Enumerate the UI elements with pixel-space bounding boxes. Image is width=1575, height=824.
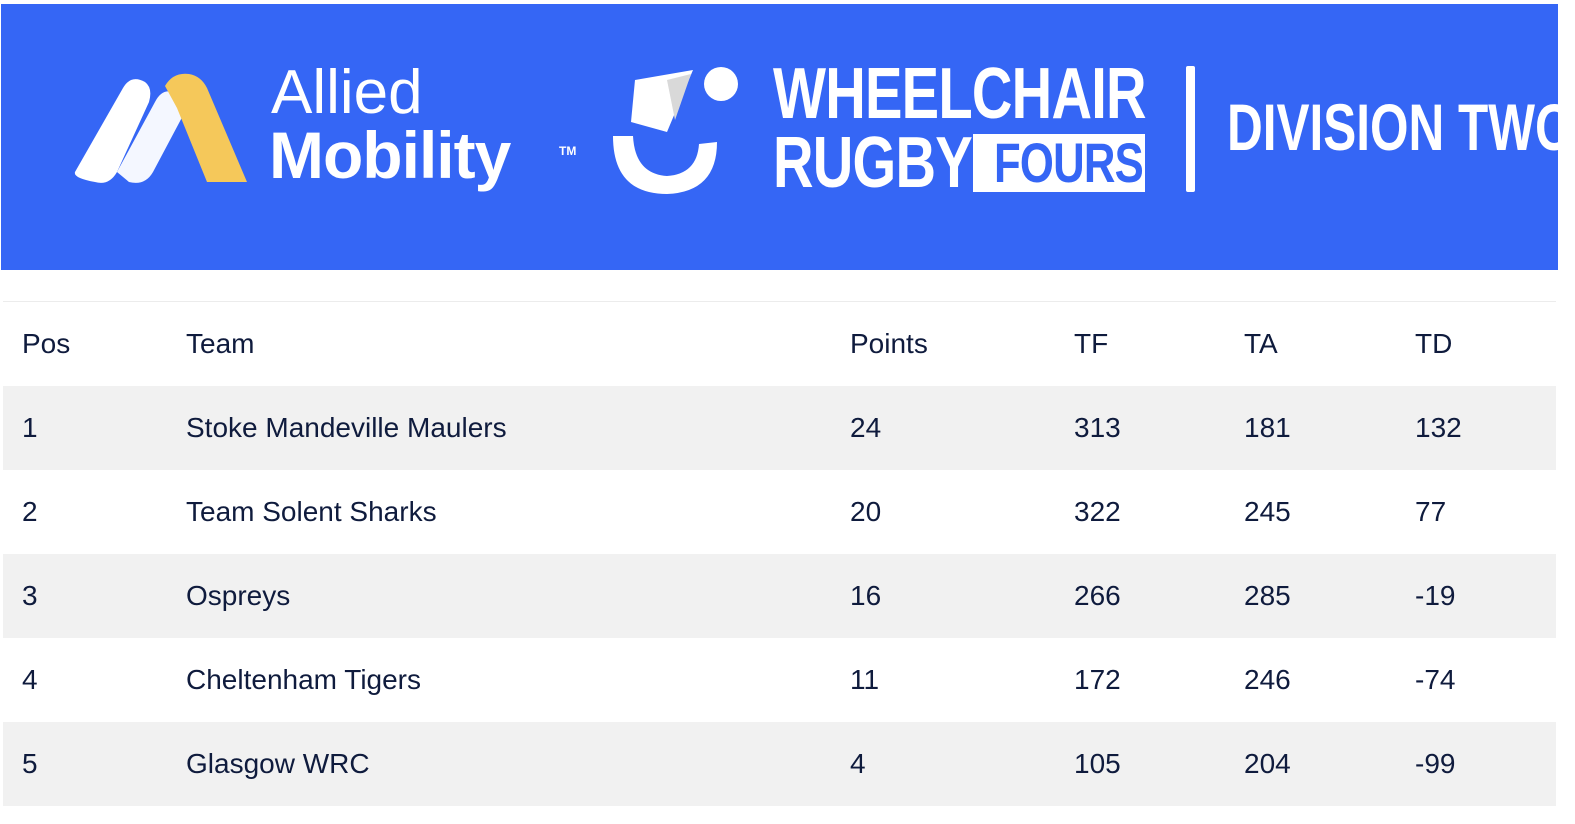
- cell-td: -19: [1415, 580, 1456, 611]
- table-header-row: Pos Team Points TF TA TD: [3, 302, 1556, 386]
- brand-fours-label: FOURS: [994, 134, 1144, 192]
- table-row: 1 Stoke Mandeville Maulers 24 313 181 13…: [3, 386, 1556, 470]
- cell-points: 4: [850, 748, 866, 779]
- cell-td: -99: [1415, 748, 1456, 779]
- standings-table-container: Pos Team Points TF TA TD 1 Stoke Mandevi…: [3, 301, 1556, 806]
- wheelchair-rugby-logo-icon: [613, 67, 738, 194]
- cell-points: 11: [850, 664, 880, 695]
- table-row: 5 Glasgow WRC 4 105 204 -99: [3, 722, 1556, 806]
- cell-td: 77: [1415, 496, 1447, 527]
- cell-pos: 5: [22, 748, 38, 779]
- table-row: 3 Ospreys 16 266 285 -19: [3, 554, 1556, 638]
- brand-fours-badge: FOURS: [973, 134, 1145, 192]
- cell-ta: 245: [1244, 496, 1291, 527]
- cell-tf: 322: [1074, 496, 1121, 527]
- sponsor-name-line1: Allied: [271, 58, 423, 127]
- cell-tf: 266: [1074, 580, 1121, 611]
- cell-ta: 246: [1244, 664, 1291, 695]
- header-banner: Allied Mobility TM WHEELCHAIR RUGBY FOUR…: [1, 4, 1574, 270]
- cell-pos: 2: [22, 496, 38, 527]
- cell-points: 20: [850, 496, 882, 527]
- banner-divider: [1186, 66, 1195, 192]
- cell-points: 16: [850, 580, 882, 611]
- column-header-points: Points: [850, 328, 928, 359]
- cell-tf: 172: [1074, 664, 1121, 695]
- standings-table: Pos Team Points TF TA TD 1 Stoke Mandevi…: [3, 302, 1556, 806]
- cell-ta: 285: [1244, 580, 1291, 611]
- column-header-ta: TA: [1244, 328, 1278, 359]
- column-header-team: Team: [186, 328, 255, 359]
- column-header-td: TD: [1415, 328, 1453, 359]
- cell-team: Team Solent Sharks: [186, 496, 437, 527]
- brand-title-line1: WHEELCHAIR: [773, 54, 1147, 134]
- cell-team: Stoke Mandeville Maulers: [186, 412, 507, 443]
- cell-ta: 181: [1244, 412, 1291, 443]
- table-row: 4 Cheltenham Tigers 11 172 246 -74: [3, 638, 1556, 722]
- cell-team: Ospreys: [186, 580, 291, 611]
- sponsor-name-line2: Mobility: [269, 118, 511, 192]
- table-row: 2 Team Solent Sharks 20 322 245 77: [3, 470, 1556, 554]
- brand-title-line2: RUGBY: [773, 123, 973, 203]
- cell-tf: 313: [1074, 412, 1121, 443]
- column-header-tf: TF: [1074, 328, 1109, 359]
- cell-pos: 1: [22, 412, 38, 443]
- cell-td: -74: [1415, 664, 1456, 695]
- cell-pos: 4: [22, 664, 38, 695]
- cell-team: Glasgow WRC: [186, 748, 370, 779]
- cell-ta: 204: [1244, 748, 1291, 779]
- cell-pos: 3: [22, 580, 38, 611]
- division-title: DIVISION TWO: [1227, 90, 1574, 164]
- column-header-pos: Pos: [22, 328, 71, 359]
- cell-points: 24: [850, 412, 882, 443]
- allied-mobility-logo-icon: [74, 73, 247, 183]
- trademark-mark: TM: [559, 144, 577, 158]
- cell-team: Cheltenham Tigers: [186, 664, 422, 695]
- cell-td: 132: [1415, 412, 1462, 443]
- cell-tf: 105: [1074, 748, 1121, 779]
